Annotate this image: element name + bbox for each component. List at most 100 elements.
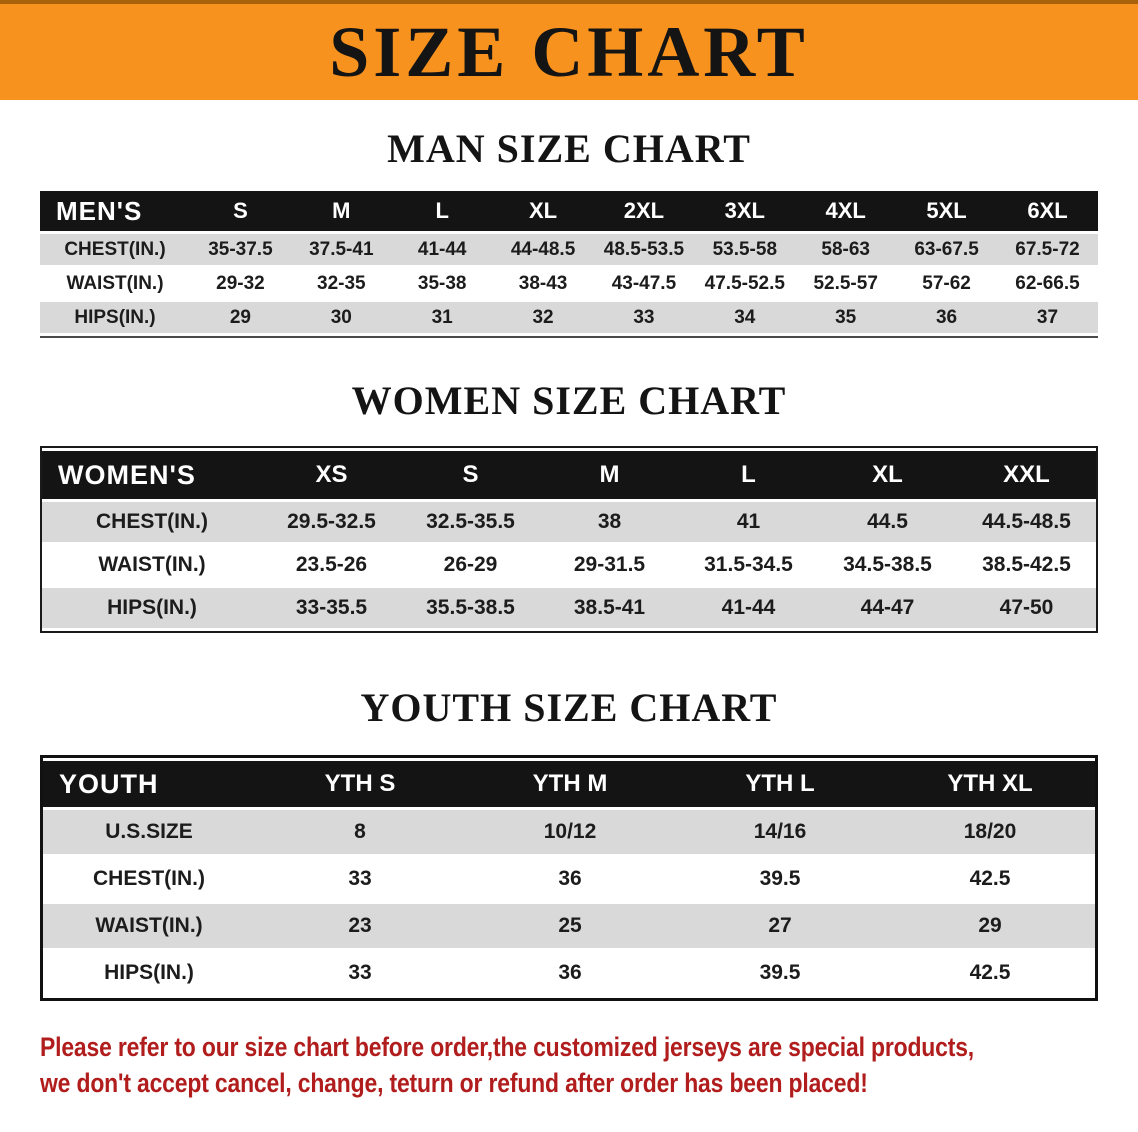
size-column-header: XL: [818, 451, 957, 499]
size-value: 38-43: [492, 268, 594, 299]
table-corner-label: WOMEN'S: [42, 451, 262, 499]
size-value: 29.5-32.5: [262, 502, 401, 542]
size-column-header: 3XL: [694, 191, 796, 231]
size-value: 47-50: [957, 588, 1096, 628]
youth-section-heading: YOUTH SIZE CHART: [360, 685, 778, 730]
size-value: 32-35: [290, 268, 392, 299]
row-label: CHEST(IN.): [40, 234, 190, 265]
size-value: 47.5-52.5: [694, 268, 796, 299]
size-value: 25: [465, 904, 675, 948]
row-label: WAIST(IN.): [42, 545, 262, 585]
size-value: 36: [896, 302, 997, 333]
disclaimer: Please refer to our size chart before or…: [40, 1029, 1138, 1101]
size-value: 62-66.5: [997, 268, 1098, 299]
size-value: 14/16: [675, 810, 885, 854]
size-value: 35: [795, 302, 897, 333]
size-value: 8: [255, 810, 465, 854]
size-value: 53.5-58: [694, 234, 796, 265]
size-value: 23.5-26: [262, 545, 401, 585]
size-value: 34: [694, 302, 796, 333]
row-label: WAIST(IN.): [40, 268, 190, 299]
size-value: 63-67.5: [896, 234, 997, 265]
table-row: HIPS(IN.) 33 36 39.5 42.5: [43, 951, 1095, 995]
size-value: 38: [540, 502, 679, 542]
disclaimer-line-2: we don't accept cancel, change, teturn o…: [40, 1068, 868, 1098]
size-column-header: S: [401, 451, 540, 499]
row-label: CHEST(IN.): [42, 502, 262, 542]
size-value: 36: [465, 857, 675, 901]
size-value: 33-35.5: [262, 588, 401, 628]
size-value: 18/20: [885, 810, 1095, 854]
size-value: 26-29: [401, 545, 540, 585]
size-value: 29: [885, 904, 1095, 948]
size-value: 52.5-57: [795, 268, 897, 299]
table-header-row: WOMEN'S XS S M L XL XXL: [42, 451, 1096, 499]
row-label: CHEST(IN.): [43, 857, 255, 901]
size-value: 27: [675, 904, 885, 948]
size-column-header: M: [540, 451, 679, 499]
size-column-header: XL: [492, 191, 594, 231]
size-column-header: XXL: [957, 451, 1096, 499]
size-value: 36: [465, 951, 675, 995]
size-value: 48.5-53.5: [593, 234, 695, 265]
size-value: 29-31.5: [540, 545, 679, 585]
table-corner-label: YOUTH: [43, 761, 255, 807]
size-value: 37.5-41: [290, 234, 392, 265]
size-value: 42.5: [885, 857, 1095, 901]
size-value: 29: [190, 302, 291, 333]
women-section-heading: WOMEN SIZE CHART: [351, 378, 787, 423]
women-section: WOMEN SIZE CHART WOMEN'S XS S M L XL XXL CHEST(…: [0, 378, 1138, 633]
size-value: 44.5-48.5: [957, 502, 1096, 542]
table-row: U.S.SIZE 8 10/12 14/16 18/20: [43, 810, 1095, 854]
size-value: 35.5-38.5: [401, 588, 540, 628]
size-value: 42.5: [885, 951, 1095, 995]
size-value: 38.5-41: [540, 588, 679, 628]
size-value: 39.5: [675, 857, 885, 901]
table-row: WAIST(IN.) 23 25 27 29: [43, 904, 1095, 948]
row-label: HIPS(IN.): [40, 302, 190, 333]
disclaimer-line-1: Please refer to our size chart before or…: [40, 1032, 975, 1062]
size-value: 37: [997, 302, 1098, 333]
table-row: CHEST(IN.) 35-37.5 37.5-41 41-44 44-48.5 48.5…: [40, 234, 1098, 265]
size-column-header: 6XL: [997, 191, 1098, 231]
row-label: WAIST(IN.): [43, 904, 255, 948]
table-header-row: MEN'S S M L XL 2XL 3XL 4XL 5XL 6XL: [40, 191, 1098, 231]
size-value: 38.5-42.5: [957, 545, 1096, 585]
table-corner-label: MEN'S: [40, 191, 190, 231]
table-row: CHEST(IN.) 29.5-32.5 32.5-35.5 38 41 44.5 44.5…: [42, 502, 1096, 542]
size-value: 39.5: [675, 951, 885, 995]
size-column-header: M: [290, 191, 392, 231]
size-value: 33: [255, 951, 465, 995]
size-column-header: L: [679, 451, 818, 499]
size-value: 23: [255, 904, 465, 948]
youth-size-table: YOUTH YTH S YTH M YTH L YTH XL U.S.SIZE 8 10/12…: [40, 755, 1098, 1001]
size-value: 57-62: [896, 268, 997, 299]
size-column-header: L: [391, 191, 493, 231]
size-column-header: S: [190, 191, 291, 231]
size-column-header: 5XL: [896, 191, 997, 231]
size-value: 33: [255, 857, 465, 901]
size-column-header: YTH L: [675, 761, 885, 807]
page-title: SIZE CHART: [329, 12, 809, 92]
size-column-header: XS: [262, 451, 401, 499]
table-row: WAIST(IN.) 23.5-26 26-29 29-31.5 31.5-34.5 34…: [42, 545, 1096, 585]
size-value: 35-38: [391, 268, 493, 299]
size-value: 43-47.5: [593, 268, 695, 299]
size-column-header: 4XL: [795, 191, 897, 231]
size-value: 35-37.5: [190, 234, 291, 265]
size-value: 32.5-35.5: [401, 502, 540, 542]
table-row: HIPS(IN.) 33-35.5 35.5-38.5 38.5-41 41-44 44-…: [42, 588, 1096, 628]
size-value: 10/12: [465, 810, 675, 854]
table-row: WAIST(IN.) 29-32 32-35 35-38 38-43 43-47.5 47.…: [40, 268, 1098, 299]
size-value: 58-63: [795, 234, 897, 265]
size-column-header: 2XL: [593, 191, 695, 231]
size-value: 31.5-34.5: [679, 545, 818, 585]
row-label: HIPS(IN.): [42, 588, 262, 628]
size-value: 41-44: [391, 234, 493, 265]
table-row: HIPS(IN.) 29 30 31 32 33 34 35 36 37: [40, 302, 1098, 333]
size-value: 32: [492, 302, 594, 333]
size-column-header: YTH S: [255, 761, 465, 807]
table-header-row: YOUTH YTH S YTH M YTH L YTH XL: [43, 761, 1095, 807]
size-value: 31: [391, 302, 493, 333]
